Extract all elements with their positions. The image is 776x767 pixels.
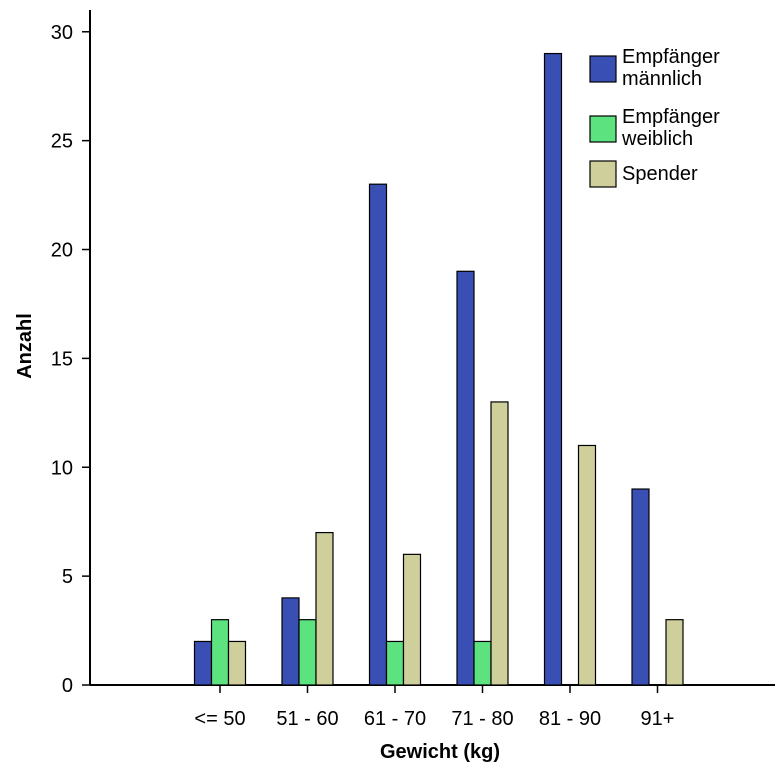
bar-empfänger-männlich-2 xyxy=(368,183,388,686)
y-tick-label: 30 xyxy=(51,22,73,44)
x-tick-label: 91+ xyxy=(641,708,675,730)
bar-empfänger-männlich-3 xyxy=(456,270,475,686)
bar-empfänger-männlich-1 xyxy=(281,597,300,686)
bars xyxy=(193,52,684,686)
y-tick-label: 25 xyxy=(51,131,73,153)
legend-label: männlich xyxy=(622,68,702,90)
x-axis-title: Gewicht (kg) xyxy=(380,741,500,763)
y-tick-label: 20 xyxy=(51,240,73,262)
x-tick-label: <= 50 xyxy=(194,708,245,730)
y-tick-label: 5 xyxy=(62,566,73,588)
legend: EmpfängermännlichEmpfängerweiblichSpende… xyxy=(589,46,720,188)
bar-spender-5 xyxy=(665,619,684,686)
legend-swatch xyxy=(589,160,617,188)
bar-spender-0 xyxy=(227,640,247,686)
bar-empfänger-weiblich-1 xyxy=(298,619,317,686)
bar-empfänger-weiblich-3 xyxy=(473,640,492,686)
bar-empfänger-weiblich-2 xyxy=(385,640,405,686)
x-tick-label: 51 - 60 xyxy=(276,708,338,730)
bar-empfänger-männlich-4 xyxy=(543,52,563,686)
x-tick-label: 71 - 80 xyxy=(451,708,513,730)
y-tick-label: 0 xyxy=(62,675,73,697)
legend-swatch xyxy=(589,115,617,143)
x-axis-ticks: <= 50 51 - 60 61 - 70 71 - 80 81 - 90 91+ xyxy=(194,685,674,730)
y-axis-title: Anzahl xyxy=(14,313,36,379)
legend-label: Spender xyxy=(622,163,698,185)
legend-label: Empfänger xyxy=(622,46,720,68)
bar-spender-4 xyxy=(577,444,597,686)
x-tick-label: 61 - 70 xyxy=(364,708,426,730)
legend-item: Spender xyxy=(589,160,698,188)
x-tick-label: 81 - 90 xyxy=(539,708,601,730)
y-tick-label: 15 xyxy=(51,348,73,370)
y-axis-ticks: 0 5 10 15 20 25 30 xyxy=(51,22,90,697)
legend-label: Empfänger xyxy=(622,106,720,128)
y-tick-label: 10 xyxy=(51,457,73,479)
bar-spender-1 xyxy=(315,531,334,686)
bar-spender-2 xyxy=(402,553,422,686)
legend-swatch xyxy=(589,55,617,83)
bar-empfänger-männlich-5 xyxy=(631,488,650,686)
bar-empfänger-männlich-0 xyxy=(193,640,213,686)
bar-empfänger-weiblich-0 xyxy=(210,619,230,686)
legend-label: weiblich xyxy=(621,128,693,150)
bar-spender-3 xyxy=(490,401,509,686)
